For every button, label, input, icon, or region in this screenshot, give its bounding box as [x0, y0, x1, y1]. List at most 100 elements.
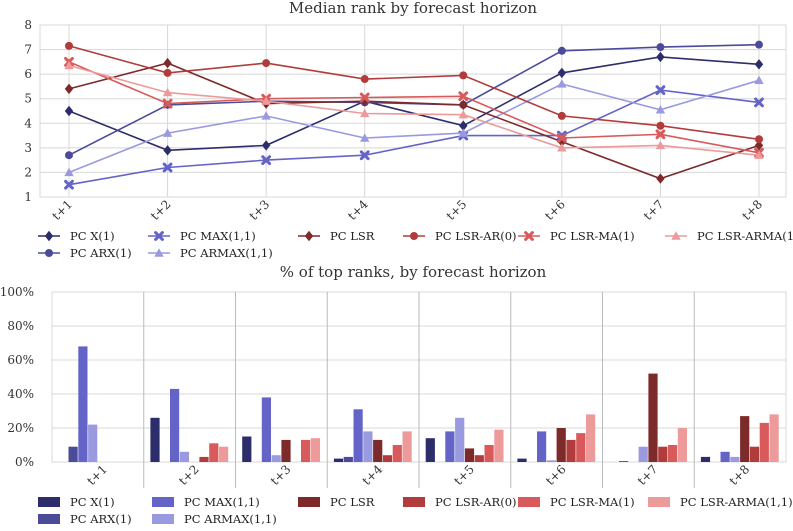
- line-point: [459, 71, 468, 80]
- line-point: [754, 140, 764, 151]
- line-legend-marker: [410, 232, 418, 240]
- line-legend-label: PC LSR-ARMA(1,1): [697, 229, 793, 243]
- bar-chart-ytick-label: 40%: [7, 387, 34, 401]
- line-point: [163, 68, 172, 77]
- line-point: [755, 135, 763, 144]
- line-point: [557, 111, 566, 120]
- line-legend-marker: [44, 230, 54, 242]
- bar-pc-lsr-ar-0: [199, 456, 209, 462]
- line-chart-xtick-label: t+1: [49, 197, 75, 223]
- line-chart-xtick-label: t+7: [641, 197, 667, 223]
- line-chart-median-rank: Median rank by forecast horizon 1 2 3 4 5 6 7 8…: [24, 0, 787, 223]
- bar-pc-max-1-1: [720, 451, 730, 462]
- line-point: [656, 121, 665, 130]
- bar-legend-swatch: [648, 497, 670, 507]
- line-point: [359, 92, 370, 103]
- bar-legend-swatch: [403, 497, 425, 507]
- bar-pc-armax-1-1: [363, 431, 373, 462]
- bar-legend-item: PC X(1): [38, 495, 115, 509]
- line-chart-xtick-label: t+5: [444, 197, 470, 223]
- bar-chart-ytick-label: 80%: [7, 319, 34, 333]
- line-legend-marker: [45, 249, 53, 257]
- bar-chart-ytick-label: 100%: [0, 285, 34, 299]
- bar-pc-lsr-ar-0: [382, 455, 393, 462]
- bar-pc-lsr: [740, 416, 750, 462]
- line-legend-item: PC ARMAX(1,1): [148, 246, 273, 260]
- line-point: [162, 98, 173, 109]
- line-legend-label: PC ARMAX(1,1): [180, 246, 273, 260]
- bar-legend-item: PC ARX(1): [38, 512, 132, 526]
- bar-legend-item: PC LSR-AR(0): [403, 495, 517, 509]
- bar-pc-lsr-ma-1: [301, 439, 311, 462]
- line-series-pc-max-1-1: [64, 85, 764, 190]
- line-legend-label: PC LSR: [330, 229, 375, 243]
- bar-pc-armax-1-1: [730, 456, 740, 462]
- bar-pc-max-1-1: [170, 388, 180, 462]
- line-point: [64, 167, 74, 177]
- line-chart-xtick-label: t+3: [246, 197, 272, 223]
- bar-pc-lsr-arma-1-1: [677, 428, 687, 462]
- bar-pc-lsr-ma-1: [209, 443, 219, 462]
- line-point: [655, 140, 666, 150]
- line-chart-ytick-label: 7: [24, 43, 32, 57]
- line-point: [656, 173, 665, 184]
- bar-pc-lsr: [281, 439, 291, 462]
- line-series-path: [68, 45, 760, 141]
- line-point: [262, 59, 271, 68]
- bar-pc-x-1: [242, 436, 252, 462]
- bar-chart-xtick-label: t+1: [84, 462, 110, 488]
- bar-legend-item: PC LSR: [298, 495, 375, 509]
- line-legend-item: PC LSR: [298, 229, 375, 243]
- bar-chart-top-ranks: % of top ranks, by forecast horizon 0% 20…: [0, 263, 787, 488]
- line-series-pc-lsr-ar-0: [65, 41, 763, 144]
- line-series-path: [68, 61, 760, 154]
- line-point: [556, 133, 567, 143]
- line-point: [754, 97, 764, 108]
- line-point: [163, 57, 172, 69]
- line-series-path: [68, 64, 760, 156]
- line-legend-label: PC X(1): [70, 229, 115, 243]
- line-legend-label: PC MAX(1,1): [180, 229, 256, 243]
- bar-pc-lsr: [464, 448, 475, 462]
- bar-pc-lsr-ar-0: [566, 439, 576, 462]
- bar-pc-armax-1-1: [88, 424, 98, 462]
- bar-pc-lsr: [556, 428, 566, 462]
- line-series-path: [68, 89, 760, 186]
- line-point: [755, 40, 763, 49]
- line-legend-marker: [304, 230, 314, 242]
- line-series-pc-lsr-ma-1: [64, 56, 764, 158]
- line-point: [64, 105, 74, 117]
- bar-pc-armax-1-1: [455, 417, 465, 462]
- line-point: [261, 155, 272, 166]
- bar-legend-swatch: [152, 514, 174, 524]
- bar-pc-max-1-1: [353, 409, 363, 462]
- line-chart-title: Median rank by forecast horizon: [289, 0, 538, 17]
- line-legend-label: PC LSR-AR(0): [435, 229, 517, 243]
- bar-legend-swatch: [518, 497, 540, 507]
- line-point: [656, 43, 665, 52]
- bar-legend-label: PC LSR-AR(0): [435, 495, 517, 509]
- line-legend-item: PC ARX(1): [38, 246, 132, 260]
- bar-pc-armax-1-1: [638, 446, 648, 462]
- line-point: [754, 150, 764, 159]
- bar-chart-title: % of top ranks, by forecast horizon: [280, 263, 547, 281]
- line-series-pc-armax-1-1: [64, 75, 764, 177]
- bar-pc-lsr-ar-0: [749, 446, 760, 462]
- bar-legend-label: PC LSR-ARMA(1,1): [680, 495, 793, 509]
- bar-chart-legend: PC X(1) PC MAX(1,1) PC LSR PC LSR-AR(0) PC L…: [38, 495, 793, 526]
- line-legend-item: PC MAX(1,1): [148, 229, 256, 243]
- bar-pc-lsr-ma-1: [668, 445, 678, 462]
- line-point: [557, 46, 566, 55]
- line-chart-ytick-label: 6: [24, 67, 32, 81]
- bar-pc-max-1-1: [445, 431, 455, 462]
- line-point: [458, 128, 468, 137]
- bar-pc-max-1-1: [78, 346, 88, 462]
- bar-chart-xtick-label: t+7: [635, 462, 661, 488]
- line-point: [261, 111, 271, 120]
- bar-legend-item: PC LSR-ARMA(1,1): [648, 495, 793, 509]
- bar-pc-lsr: [648, 373, 658, 462]
- bar-pc-lsr-arma-1-1: [586, 414, 596, 462]
- bar-pc-arx-1: [343, 456, 353, 462]
- line-point: [261, 96, 271, 105]
